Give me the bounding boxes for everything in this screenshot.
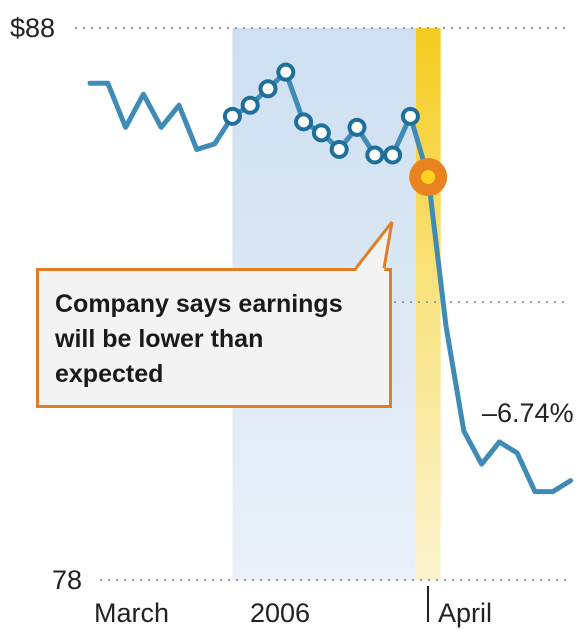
data-point-marker	[383, 145, 403, 165]
data-point-marker	[347, 117, 367, 137]
data-point-marker	[311, 123, 331, 143]
x-tick-label: April	[438, 598, 492, 628]
annotation-box: Company says earnings will be lower than…	[36, 268, 392, 408]
y-tick-label-bottom: 78	[52, 565, 82, 595]
data-point-marker	[365, 145, 385, 165]
event-highlight-band	[415, 28, 441, 580]
change-label: –6.74%	[482, 398, 574, 428]
y-tick-label-top: $88	[10, 13, 55, 43]
data-point-marker	[329, 139, 349, 159]
data-point-marker	[258, 79, 278, 99]
data-point-marker	[276, 62, 296, 82]
data-point-marker	[400, 106, 420, 126]
x-tick-label: 2006	[250, 598, 310, 628]
annotation-text: Company says earnings will be lower than…	[55, 290, 343, 388]
data-point-marker	[240, 95, 260, 115]
earnings-event-marker-center	[421, 170, 436, 185]
data-point-marker	[294, 112, 314, 132]
price-line	[87, 69, 574, 495]
x-tick-label: March	[94, 598, 169, 628]
data-point-marker	[222, 106, 242, 126]
